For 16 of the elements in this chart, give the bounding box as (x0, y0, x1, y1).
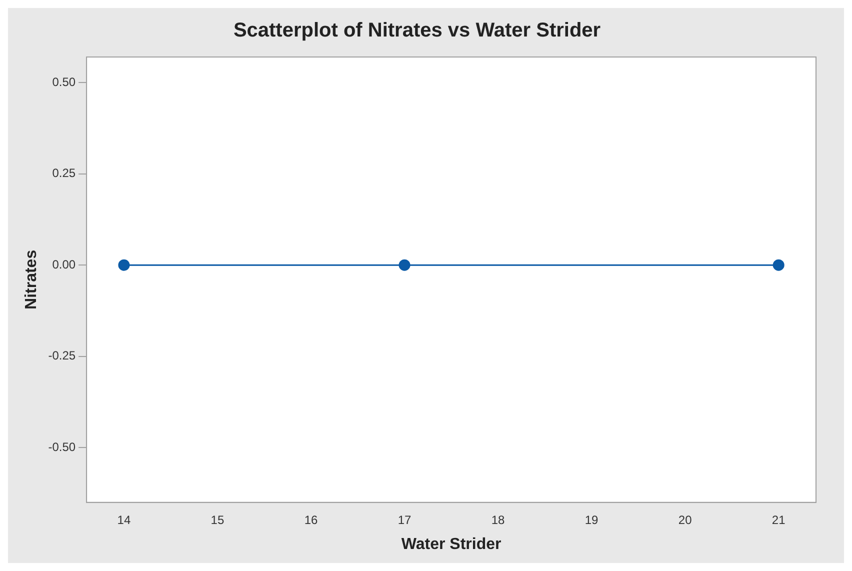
y-axis-title: Nitrates (23, 250, 40, 310)
y-tick-label: 0.50 (52, 74, 76, 89)
chart-title: Scatterplot of Nitrates vs Water Strider (233, 20, 601, 42)
x-tick-label: 14 (117, 512, 131, 527)
x-tick-label: 15 (210, 512, 224, 527)
x-axis-title: Water Strider (401, 536, 502, 553)
y-tick-label: 0.00 (52, 257, 76, 272)
y-tick-label: -0.25 (48, 348, 76, 363)
y-tick-label: 0.25 (52, 166, 76, 180)
x-tick-label: 16 (304, 512, 318, 527)
y-tick-label: -0.50 (48, 440, 76, 454)
x-tick-label: 19 (584, 512, 599, 527)
x-tick-label: 17 (398, 512, 412, 527)
x-tick-label: 21 (772, 512, 786, 527)
x-tick-label: 18 (491, 512, 506, 527)
x-tick-label: 20 (678, 512, 692, 527)
